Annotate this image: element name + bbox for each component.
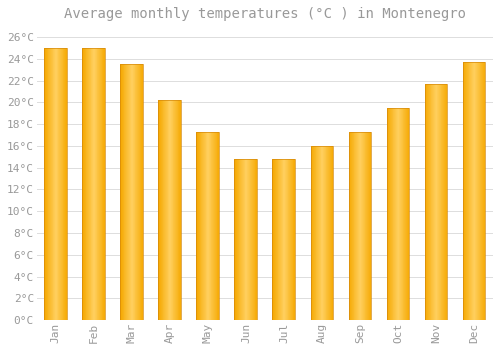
Bar: [272, 159, 295, 320]
Bar: [348, 132, 372, 320]
Bar: [158, 100, 181, 320]
Bar: [462, 62, 485, 320]
Bar: [120, 64, 143, 320]
Bar: [310, 146, 334, 320]
Bar: [234, 159, 258, 320]
Title: Average monthly temperatures (°C ) in Montenegro: Average monthly temperatures (°C ) in Mo…: [64, 7, 466, 21]
Bar: [44, 48, 67, 320]
Bar: [82, 48, 105, 320]
Bar: [386, 108, 409, 320]
Bar: [424, 84, 448, 320]
Bar: [196, 132, 220, 320]
